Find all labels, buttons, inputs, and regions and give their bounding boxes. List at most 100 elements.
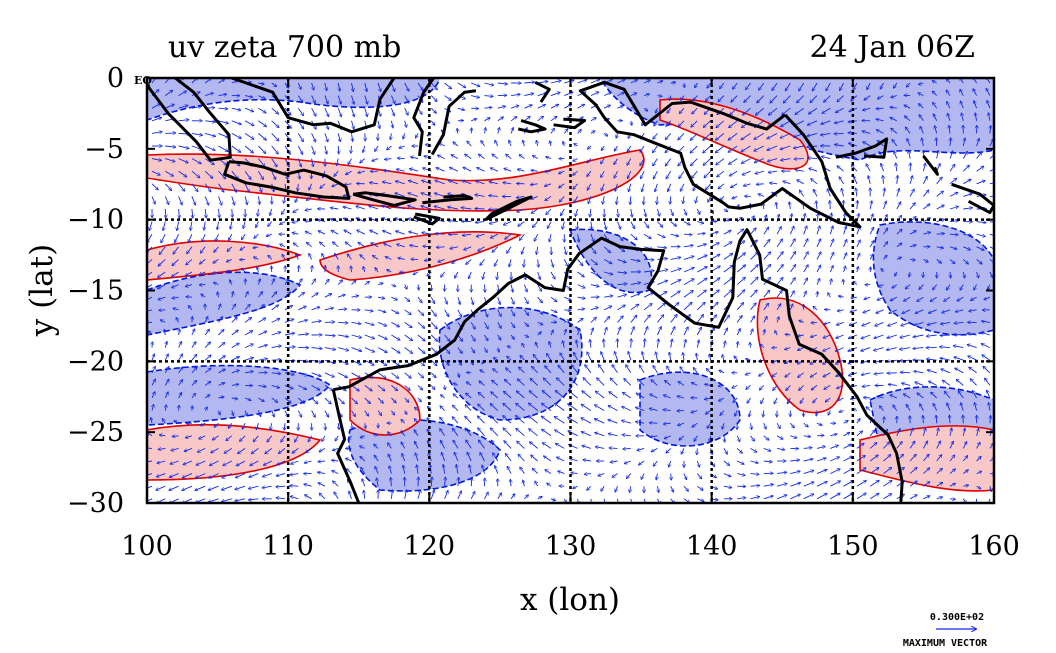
wind-vector	[292, 222, 299, 223]
wind-vector	[270, 423, 271, 430]
wind-vector	[949, 415, 950, 424]
wind-vector	[178, 183, 185, 191]
wind-vector	[279, 448, 286, 453]
wind-vector	[151, 418, 152, 424]
wind-vector	[311, 372, 321, 377]
wind-vector	[391, 397, 396, 403]
wind-vector	[298, 306, 306, 311]
wind-vector	[338, 145, 339, 154]
wind-vector	[158, 284, 166, 289]
wind-vector	[292, 233, 299, 235]
wind-vector	[291, 460, 299, 464]
wind-vector	[244, 170, 251, 179]
wind-vector	[331, 230, 339, 235]
map-title: uv zeta 700 mb	[168, 30, 401, 65]
wind-vector	[175, 234, 180, 242]
wind-vector	[164, 392, 168, 399]
x-tick-label: 100	[121, 531, 173, 562]
wind-vector	[277, 460, 286, 465]
wind-vector	[178, 354, 183, 361]
wind-vector	[231, 343, 239, 348]
wind-vector	[756, 184, 764, 185]
wind-vector	[244, 145, 253, 153]
wind-vector	[262, 486, 272, 488]
wind-vector	[156, 485, 166, 490]
wind-vector	[307, 196, 312, 200]
wind-vector	[332, 183, 339, 187]
wind-vector	[238, 448, 246, 453]
wind-vector	[231, 120, 241, 125]
wind-vector	[298, 384, 306, 389]
wind-vector	[218, 397, 224, 398]
wind-vector	[258, 345, 267, 349]
x-tick-label: 130	[545, 531, 597, 562]
wind-vector	[311, 410, 316, 418]
wind-vector	[205, 132, 215, 136]
wind-vector	[258, 279, 260, 285]
wind-vector	[471, 478, 472, 487]
wind-vector	[159, 246, 166, 255]
wind-vector	[344, 184, 352, 185]
wind-vector	[235, 485, 246, 489]
wind-vector	[271, 319, 280, 323]
wind-vector	[305, 232, 312, 235]
wind-vector	[369, 206, 379, 210]
wind-vector	[325, 82, 327, 91]
wind-vector	[644, 196, 645, 204]
wind-vector	[231, 304, 236, 311]
wind-vector	[244, 344, 253, 349]
wind-vector	[954, 335, 964, 336]
x-tick-label: 140	[686, 531, 738, 562]
wind-vector	[352, 82, 354, 91]
wind-vector	[172, 436, 179, 437]
wind-vector	[258, 359, 267, 361]
wind-vector	[249, 473, 259, 478]
wind-vector	[387, 270, 392, 272]
wind-vector	[697, 448, 698, 454]
wind-vector	[191, 133, 202, 135]
wind-vector	[901, 372, 911, 373]
wind-vector	[811, 322, 818, 323]
wind-vector	[311, 348, 322, 349]
wind-vector	[372, 158, 379, 162]
wind-vector	[188, 234, 193, 242]
wind-vector	[164, 78, 170, 84]
wind-vector	[297, 133, 303, 141]
wind-vector	[227, 246, 233, 252]
wind-vector	[332, 471, 339, 475]
wind-vector	[228, 422, 233, 428]
wind-vector	[351, 95, 355, 105]
wind-vector	[258, 305, 264, 311]
wind-vector	[231, 107, 241, 110]
wind-vector	[244, 107, 253, 111]
wind-vector	[240, 435, 246, 441]
wind-vector	[395, 193, 405, 197]
wind-vector	[936, 234, 945, 235]
wind-vector	[373, 256, 379, 260]
wind-vector	[311, 133, 316, 141]
wind-vector	[375, 467, 379, 474]
wind-vector	[178, 342, 182, 348]
wind-vector	[334, 170, 339, 176]
wind-vector	[683, 234, 692, 235]
wind-vector	[205, 93, 213, 97]
wind-vector	[284, 333, 295, 336]
wind-vector	[147, 310, 153, 312]
wind-vector	[293, 208, 299, 212]
wind-vector	[391, 359, 399, 366]
wind-vector	[337, 133, 340, 141]
wind-vector	[276, 498, 286, 499]
wind-vector	[224, 448, 233, 453]
wind-vector	[388, 454, 392, 462]
wind-vector	[159, 435, 166, 436]
wind-vector	[404, 108, 408, 115]
wind-vector	[338, 423, 339, 429]
wind-vector	[218, 183, 224, 192]
wind-vector	[231, 317, 237, 323]
wind-vector	[271, 158, 277, 167]
wind-vector	[387, 145, 392, 150]
wind-vector	[312, 82, 314, 90]
wind-vector	[158, 296, 166, 300]
wind-vector	[351, 322, 361, 324]
